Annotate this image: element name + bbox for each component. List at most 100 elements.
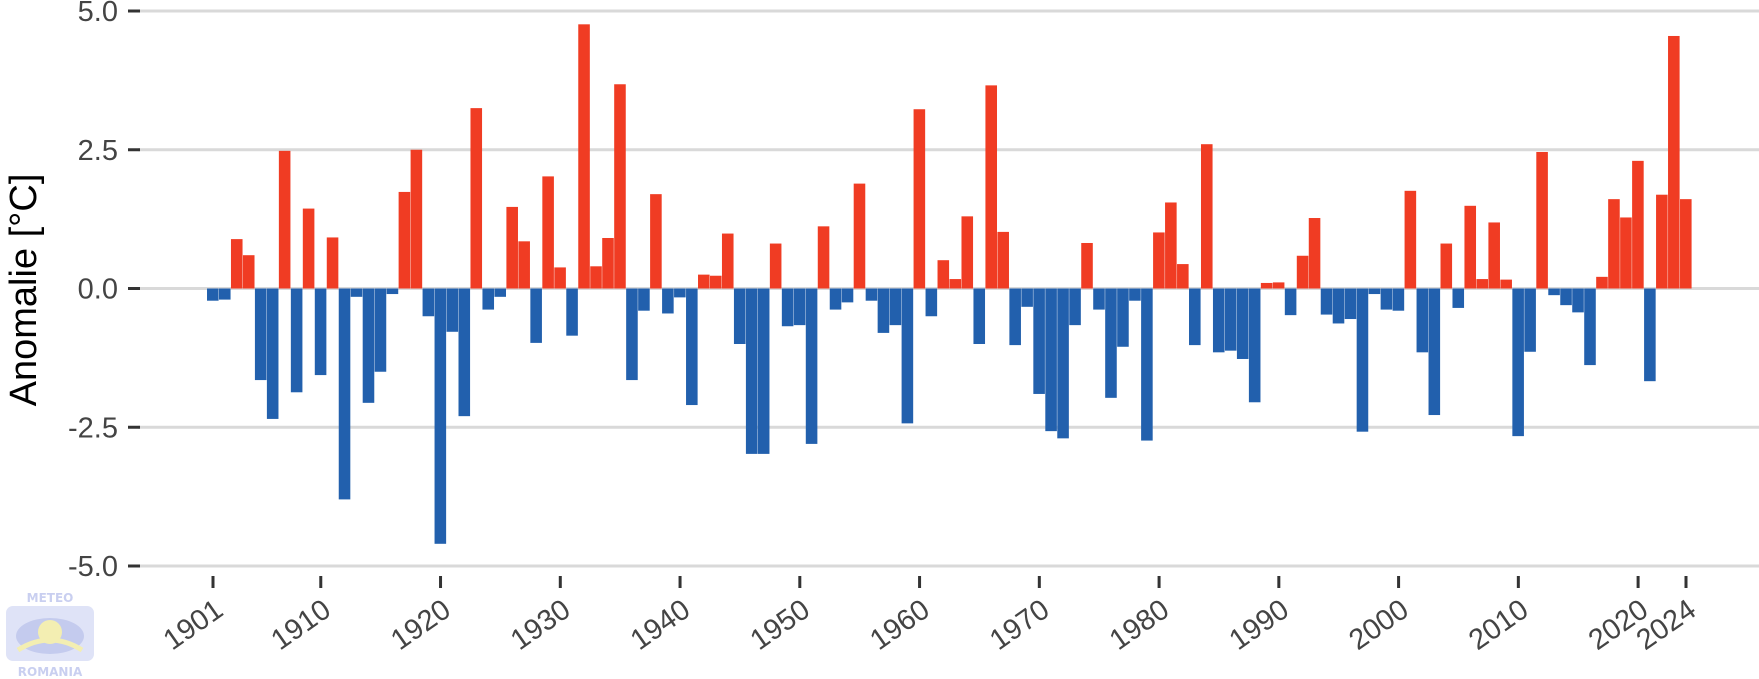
bar-1967 [997,231,1009,289]
bar-2020 [1632,160,1644,289]
bar-2000 [1392,288,1405,311]
bar-1978 [1129,288,1141,301]
x-tick-label: 1920 [385,594,456,657]
bar-1915 [374,288,387,372]
bar-1946 [745,288,758,454]
bar-1939 [662,288,674,314]
bar-1982 [1177,264,1189,289]
bar-1981 [1165,202,1177,289]
bar-1998 [1368,288,1381,295]
bar-2024 [1680,199,1692,289]
bar-1972 [1057,288,1069,439]
bar-1965 [973,288,986,344]
bar-1962 [937,260,950,289]
bar-1929 [542,176,554,289]
bar-1928 [530,288,542,343]
y-tick-label: 2.5 [78,135,118,167]
bar-1914 [362,288,375,403]
y-tick-label: 0.0 [78,274,118,306]
x-tick-label: 2010 [1463,594,1534,657]
bar-1963 [949,279,962,289]
bar-1968 [1009,288,1021,346]
bar-1986 [1224,288,1237,351]
bar-1931 [566,288,578,336]
bar-2002 [1416,288,1429,353]
x-tick-label: 1901 [158,594,229,657]
x-tick-label: 1980 [1104,594,1175,657]
bar-2023 [1668,35,1680,289]
bar-2009 [1500,279,1512,289]
bar-1920 [434,288,447,544]
bar-1917 [398,191,411,289]
bar-1957 [877,288,890,333]
bar-1991 [1284,288,1297,316]
bar-2004 [1440,243,1453,289]
bar-1997 [1356,288,1369,432]
bar-1945 [733,288,746,344]
bar-1904 [242,255,255,289]
bar-1935 [614,84,626,289]
bar-1977 [1117,288,1129,347]
bar-2021 [1644,288,1656,382]
bar-1959 [901,288,914,424]
bar-2019 [1620,217,1632,289]
bar-1908 [290,288,303,393]
bar-1924 [482,288,495,310]
bar-1979 [1141,288,1153,441]
bar-1973 [1069,288,1081,326]
bar-1993 [1308,218,1321,289]
bar-1925 [494,288,507,297]
bar-1927 [518,241,530,289]
bar-1913 [350,288,363,297]
bar-1921 [446,288,459,332]
meteo-romania-logo: METEO ROMANIA [6,591,94,679]
bar-1941 [686,288,698,406]
bar-1999 [1380,288,1393,310]
y-tick-label: -2.5 [68,412,118,444]
bar-1907 [278,150,291,289]
bar-2003 [1428,288,1441,416]
bar-2007 [1476,279,1489,289]
bar-1955 [853,183,866,289]
bar-1930 [554,267,566,289]
bar-1961 [925,288,938,317]
bar-1996 [1344,288,1357,320]
bar-1951 [805,288,818,444]
bar-2018 [1608,199,1620,289]
x-tick-label: 1940 [625,594,696,657]
bar-1933 [590,266,602,289]
bar-1956 [865,288,878,301]
bar-1960 [913,109,926,289]
bar-1989 [1260,282,1273,289]
bar-2001 [1404,190,1417,289]
bar-1950 [793,288,806,326]
bar-2011 [1524,288,1536,352]
bar-1990 [1272,282,1285,289]
bar-1944 [721,233,734,289]
bar-1902 [218,288,231,300]
bar-1964 [961,216,974,289]
bar-1916 [386,288,399,295]
bar-1936 [626,288,638,381]
bar-1918 [410,149,423,289]
bar-1994 [1320,288,1333,315]
bar-1953 [829,288,842,310]
bar-1988 [1248,288,1261,403]
bar-1958 [889,288,902,326]
bar-1969 [1021,288,1033,307]
bar-1910 [314,288,327,376]
bar-1912 [338,288,351,500]
bar-1922 [458,288,471,417]
bar-1987 [1236,288,1249,359]
bar-1949 [781,288,794,327]
bar-1966 [985,85,998,289]
bar-1975 [1093,288,1105,310]
bar-2010 [1512,288,1524,437]
y-tick-label: 5.0 [78,0,118,28]
bar-2016 [1584,288,1596,366]
bar-2017 [1596,276,1608,289]
bar-1952 [817,226,830,289]
bar-1974 [1081,242,1093,289]
bar-1938 [650,194,662,289]
bar-1983 [1189,288,1201,346]
